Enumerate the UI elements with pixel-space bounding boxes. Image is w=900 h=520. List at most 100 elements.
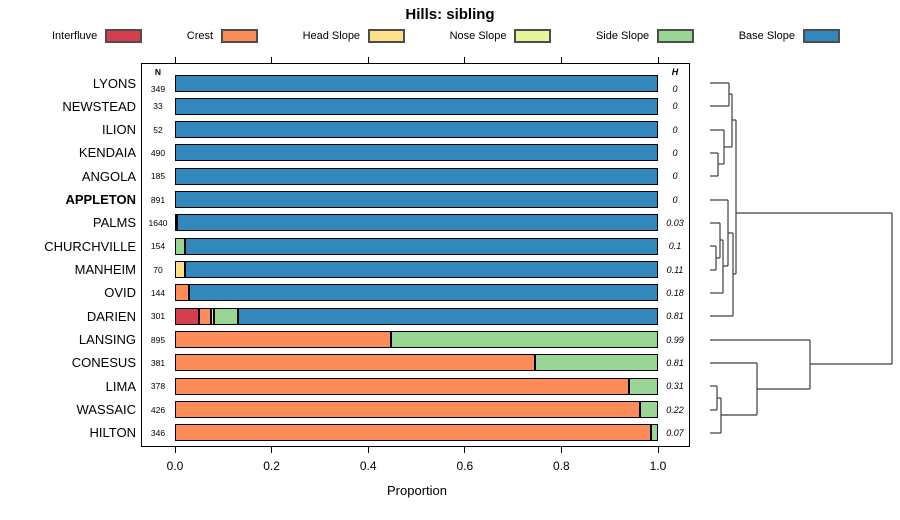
h-value: 0.11 xyxy=(666,264,684,275)
legend-swatch xyxy=(221,29,259,43)
row-label: WASSAIC xyxy=(76,402,136,418)
row-label: PALMS xyxy=(92,215,136,231)
bar-segment xyxy=(199,307,212,325)
legend-swatch xyxy=(514,29,552,43)
x-axis-tick xyxy=(657,57,659,63)
h-value: 0.18 xyxy=(666,287,684,298)
h-value: 0 xyxy=(672,124,678,135)
legend-item-label: Interfluve xyxy=(52,30,98,42)
legend-item-label: Head Slope xyxy=(302,30,361,42)
n-value: 1640 xyxy=(148,217,168,228)
h-value: 0.1 xyxy=(668,241,682,252)
x-axis-tick xyxy=(464,447,466,453)
x-axis-tick-label: 0.0 xyxy=(166,459,184,473)
bar-segment xyxy=(175,424,651,442)
h-value: 0.07 xyxy=(666,427,684,438)
bar-segment xyxy=(175,354,535,372)
n-value: 52 xyxy=(153,124,163,135)
bar-segment xyxy=(184,261,658,279)
row-label: OVID xyxy=(104,285,136,301)
bar-segment xyxy=(175,237,185,255)
bar-segment xyxy=(175,284,190,302)
legend-item-label: Base Slope xyxy=(738,30,795,42)
n-value: 891 xyxy=(150,194,166,205)
bar-segment xyxy=(175,261,185,279)
h-value: 0.03 xyxy=(666,217,684,228)
n-value: 144 xyxy=(150,287,166,298)
row-label: LIMA xyxy=(105,378,136,394)
bar-segment xyxy=(650,424,658,442)
h-value: 0.22 xyxy=(666,404,684,415)
legend: Interfluve Crest Head Slope Nose Slope Side … xyxy=(52,27,840,45)
legend-item: Head Slope xyxy=(303,29,406,43)
x-axis-tick xyxy=(367,447,369,453)
row-label: APPLETON xyxy=(65,192,136,208)
bar-segment xyxy=(175,401,641,419)
legend-swatch xyxy=(657,29,695,43)
page-title: Hills: sibling xyxy=(405,6,495,23)
x-axis-tick xyxy=(174,57,176,63)
bar-segment xyxy=(237,307,658,325)
n-value: 154 xyxy=(150,241,166,252)
x-axis-tick xyxy=(560,447,562,453)
row-label: ANGOLA xyxy=(81,168,136,184)
bar-segment xyxy=(390,331,658,349)
bar-segment xyxy=(640,401,658,419)
legend-item: Nose Slope xyxy=(450,29,552,43)
n-value: 895 xyxy=(150,334,166,345)
bar-segment xyxy=(175,191,658,209)
plot-frame xyxy=(141,63,690,447)
legend-item: Base Slope xyxy=(739,29,840,43)
row-label: ILION xyxy=(102,122,136,138)
legend-item-label: Side Slope xyxy=(595,30,650,42)
x-axis-tick xyxy=(271,447,273,453)
legend-item-label: Crest xyxy=(186,30,214,42)
x-axis-tick-label: 0.4 xyxy=(359,459,377,473)
legend-item: Interfluve xyxy=(52,29,143,43)
n-value: 426 xyxy=(150,404,166,415)
bar-segment xyxy=(175,74,658,92)
n-value: 185 xyxy=(150,171,166,182)
bar-segment xyxy=(177,214,658,232)
h-value: 0.81 xyxy=(666,311,684,322)
row-label: CHURCHVILLE xyxy=(44,238,136,254)
row-label: NEWSTEAD xyxy=(62,98,136,114)
n-column-header: N xyxy=(154,67,162,77)
n-value: 33 xyxy=(153,101,163,112)
h-value: 0.81 xyxy=(666,357,684,368)
n-value: 378 xyxy=(150,381,166,392)
x-axis-tick-label: 0.2 xyxy=(263,459,280,473)
bar-segment xyxy=(175,121,658,139)
row-label: CONESUS xyxy=(71,355,136,371)
row-label: MANHEIM xyxy=(74,262,136,278)
h-value: 0 xyxy=(672,147,678,158)
bar-segment xyxy=(214,307,238,325)
x-axis-title: Proportion xyxy=(387,483,447,498)
row-label: KENDAIA xyxy=(78,145,136,161)
bar-segment xyxy=(534,354,658,372)
x-axis-tick xyxy=(560,57,562,63)
row-label: LANSING xyxy=(78,332,136,348)
n-value: 381 xyxy=(150,357,166,368)
h-value: 0 xyxy=(672,83,678,94)
x-axis-tick-label: 0.8 xyxy=(553,459,570,473)
n-value: 70 xyxy=(153,264,163,275)
bar-segment xyxy=(189,284,658,302)
row-label: DARIEN xyxy=(86,308,136,324)
x-axis-tick-label: 1.0 xyxy=(649,459,667,473)
x-axis-tick-label: 0.6 xyxy=(456,459,474,473)
h-value: 0 xyxy=(672,194,678,205)
n-value: 346 xyxy=(150,427,166,438)
legend-item: Crest xyxy=(186,29,259,43)
legend-swatch xyxy=(368,29,406,43)
bar-segment xyxy=(175,307,200,325)
x-axis-tick xyxy=(657,447,659,453)
legend-swatch xyxy=(105,29,143,43)
bar-segment xyxy=(175,167,658,185)
n-value: 301 xyxy=(150,311,166,322)
legend-item: Side Slope xyxy=(595,29,695,43)
x-axis-tick xyxy=(367,57,369,63)
h-value: 0 xyxy=(672,101,678,112)
h-value: 0.31 xyxy=(666,381,684,392)
